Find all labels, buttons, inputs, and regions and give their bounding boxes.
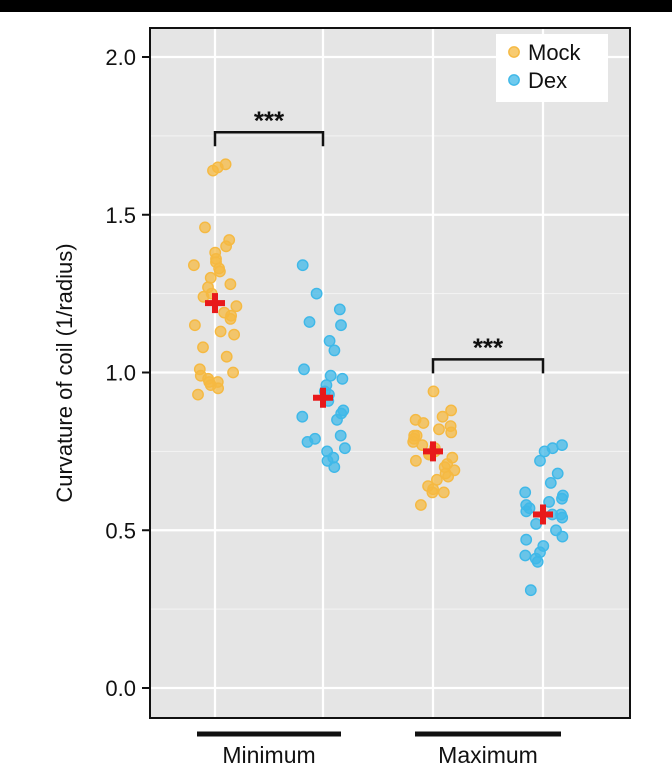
data-point xyxy=(538,445,551,458)
data-point xyxy=(220,240,233,253)
data-point xyxy=(197,290,210,303)
data-point xyxy=(556,511,569,524)
data-point xyxy=(338,442,351,455)
data-point xyxy=(192,388,204,401)
data-point xyxy=(214,325,227,338)
data-point xyxy=(544,476,557,489)
data-point xyxy=(414,499,427,511)
data-point xyxy=(534,454,546,467)
data-point xyxy=(427,385,440,398)
significance-bracket xyxy=(431,358,545,374)
legend-label: Mock xyxy=(528,40,582,65)
mean-marker xyxy=(205,293,225,314)
data-point xyxy=(442,470,454,483)
data-point xyxy=(296,410,309,423)
significance-label: *** xyxy=(254,105,285,135)
data-point xyxy=(543,495,555,508)
data-point xyxy=(520,505,533,518)
data-point xyxy=(335,319,347,332)
data-point xyxy=(417,417,430,429)
data-point xyxy=(334,429,347,442)
y-tick-label: 1.5 xyxy=(105,203,136,228)
data-point xyxy=(520,533,533,546)
data-point xyxy=(331,413,343,426)
y-tick-label: 0.0 xyxy=(105,676,136,701)
data-point xyxy=(220,350,233,363)
data-point xyxy=(445,404,457,417)
legend: Mock Dex xyxy=(496,34,608,102)
data-point xyxy=(551,467,564,480)
data-point xyxy=(519,486,532,499)
data-point xyxy=(212,382,225,395)
x-axis: Minimum Maximum xyxy=(197,731,561,768)
legend-box xyxy=(496,34,608,102)
data-point xyxy=(556,530,569,543)
data-point xyxy=(333,303,346,316)
data-point xyxy=(530,518,542,530)
data-point xyxy=(204,271,217,284)
data-point xyxy=(409,454,422,467)
y-tick-label: 1.0 xyxy=(105,361,136,386)
data-point xyxy=(228,328,241,341)
data-point xyxy=(296,259,309,272)
x-category-label: Minimum xyxy=(222,742,315,768)
data-point xyxy=(437,486,450,499)
data-point xyxy=(323,334,336,347)
significance-label: *** xyxy=(473,332,504,362)
data-point xyxy=(303,316,316,328)
mean-marker xyxy=(313,387,333,408)
data-point xyxy=(230,300,243,313)
y-axis: 0.0 0.5 1.0 1.5 2.0 xyxy=(105,45,150,701)
y-tick-label: 2.0 xyxy=(105,45,136,70)
data-point xyxy=(324,369,337,382)
mean-marker xyxy=(423,441,443,462)
data-point xyxy=(197,341,209,354)
data-point xyxy=(224,312,237,325)
top-black-bar xyxy=(0,0,672,12)
data-point xyxy=(433,423,445,436)
data-point xyxy=(556,492,568,505)
data-point xyxy=(445,426,458,439)
data-point xyxy=(224,278,237,291)
y-axis-title: Curvature of coil (1/radius) xyxy=(52,243,77,502)
data-point xyxy=(336,372,349,385)
data-point xyxy=(213,265,226,278)
data-point xyxy=(207,164,219,177)
x-category-label: Maximum xyxy=(438,742,538,768)
data-point xyxy=(298,363,310,376)
data-point xyxy=(199,221,211,234)
data-point xyxy=(426,486,439,499)
mean-markers xyxy=(205,293,553,525)
data-point xyxy=(519,549,532,562)
data-point xyxy=(310,287,323,300)
data-point xyxy=(436,410,449,423)
data-point xyxy=(328,461,341,473)
data-point xyxy=(524,584,537,597)
data-point xyxy=(188,319,201,332)
significance-brackets: *** *** xyxy=(213,105,545,374)
legend-marker xyxy=(508,74,520,86)
legend-label: Dex xyxy=(528,68,567,93)
significance-bracket xyxy=(213,131,325,147)
legend-marker xyxy=(508,46,520,58)
data-point xyxy=(187,259,200,272)
data-point xyxy=(416,439,429,451)
y-tick-label: 0.5 xyxy=(105,518,136,543)
data-point xyxy=(301,435,314,448)
data-points xyxy=(187,158,569,597)
data-point xyxy=(227,366,240,379)
data-point xyxy=(531,555,544,568)
mean-marker xyxy=(533,504,553,525)
data-point xyxy=(328,344,341,357)
